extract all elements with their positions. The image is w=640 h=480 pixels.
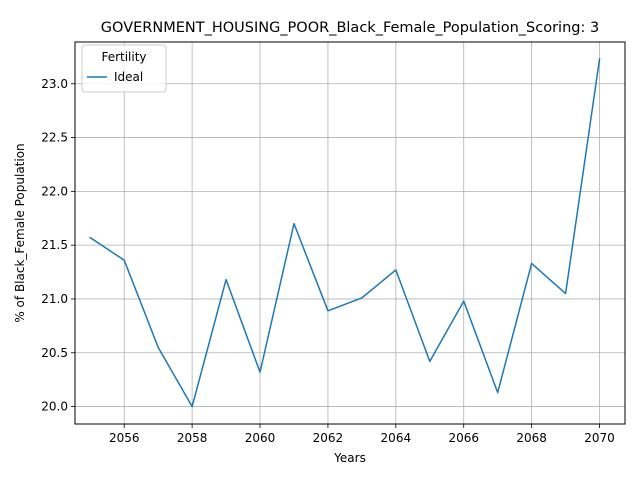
x-tick-label: 2068 <box>516 431 547 445</box>
plot-frame <box>74 41 626 425</box>
legend: Fertility Ideal <box>81 44 167 93</box>
y-axis-label: % of Black_Female Population <box>13 143 27 322</box>
x-tick-label: 2064 <box>381 431 412 445</box>
y-tick-label: 20.5 <box>41 346 68 360</box>
grid-lines <box>75 42 625 424</box>
x-axis-label: Years <box>333 451 366 465</box>
x-tick-label: 2060 <box>245 431 276 445</box>
y-tick-label: 22.0 <box>41 184 68 198</box>
y-tick-label: 21.0 <box>41 292 68 306</box>
y-tick-label: 21.5 <box>41 238 68 252</box>
y-tick-label: 20.0 <box>41 400 68 414</box>
x-tick-label: 2062 <box>313 431 344 445</box>
x-tick-label: 2070 <box>584 431 615 445</box>
x-tick-label: 2058 <box>177 431 208 445</box>
x-tick-label: 2056 <box>109 431 140 445</box>
legend-title: Fertility <box>101 50 146 64</box>
y-tick-label: 23.0 <box>41 77 68 91</box>
series-layer <box>89 58 601 408</box>
legend-box <box>81 44 167 93</box>
x-axis-ticks: 2056 2058 2060 2062 2064 2066 2068 2070 <box>109 424 615 445</box>
x-tick-label: 2066 <box>448 431 479 445</box>
y-tick-label: 22.5 <box>41 131 68 145</box>
series-line-ideal <box>89 58 601 408</box>
y-axis-ticks: 20.0 20.5 21.0 21.5 22.0 22.5 23.0 <box>41 77 75 414</box>
chart-title: GOVERNMENT_HOUSING_POOR_Black_Female_Pop… <box>101 20 599 36</box>
legend-label-ideal: Ideal <box>114 70 143 84</box>
